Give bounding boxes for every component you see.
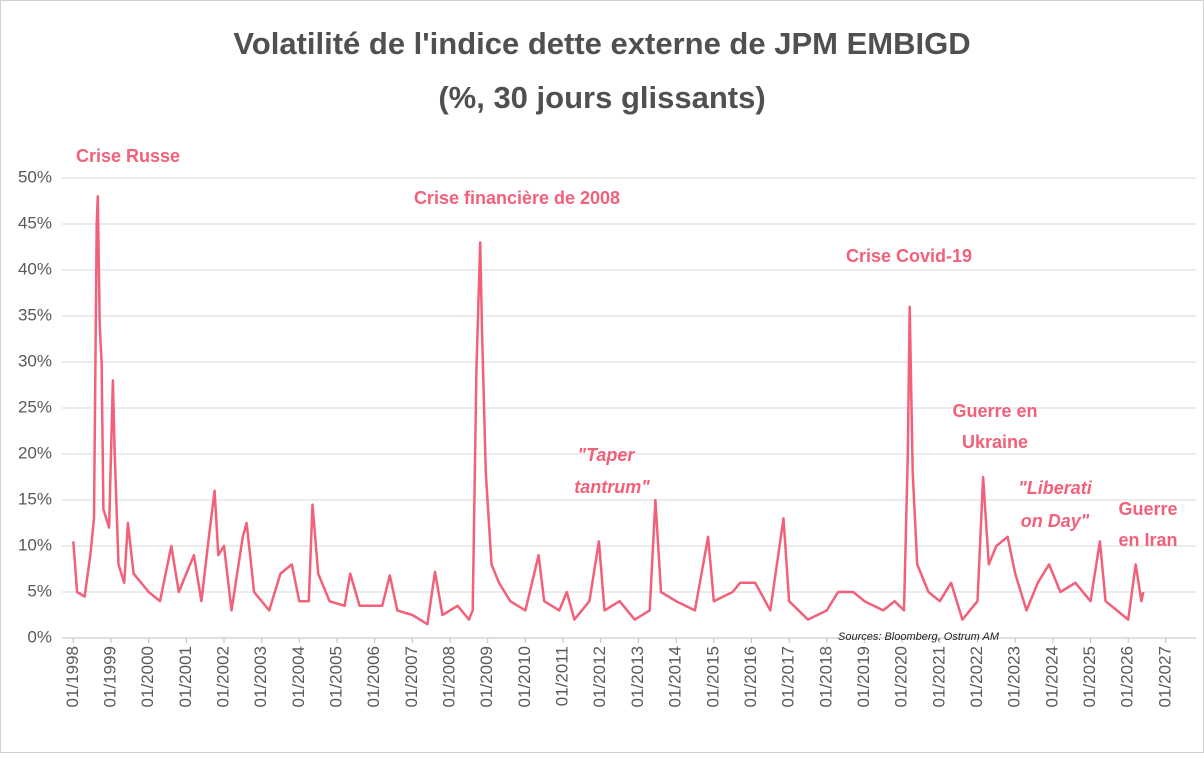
annotation: Crise financière de 2008 [414, 188, 620, 208]
annotation: en Iran [1118, 530, 1177, 550]
x-tick-label: 01/2010 [515, 646, 534, 707]
x-tick-label: 01/2024 [1042, 646, 1061, 707]
annotation: on Day" [1021, 511, 1090, 531]
annotation: Guerre [1118, 499, 1177, 519]
y-tick-label: 15% [18, 489, 52, 508]
x-tick-label: 01/2001 [176, 646, 195, 707]
source-note: Sources: Bloomberg, Ostrum AM [838, 631, 1000, 643]
x-tick-label: 01/2004 [289, 646, 308, 707]
x-tick-label: 01/1998 [63, 646, 82, 707]
annotation: "Liberati [1018, 478, 1093, 498]
x-tick-label: 01/2015 [703, 646, 722, 707]
x-tick-label: 01/2000 [138, 646, 157, 707]
x-tick-label: 01/2005 [327, 646, 346, 707]
x-tick-label: 01/2019 [854, 646, 873, 707]
x-tick-label: 01/2002 [213, 646, 232, 707]
chart-title: Volatilité de l'indice dette externe de … [233, 26, 970, 61]
x-tick-label: 01/2021 [929, 646, 948, 707]
x-tick-label: 01/2014 [666, 646, 685, 707]
y-tick-label: 5% [27, 581, 52, 600]
y-tick-label: 0% [27, 627, 52, 646]
y-tick-label: 30% [18, 351, 52, 370]
annotation: Crise Covid-19 [846, 246, 972, 266]
y-tick-label: 25% [18, 397, 52, 416]
y-tick-label: 20% [18, 443, 52, 462]
x-tick-label: 01/2025 [1080, 646, 1099, 707]
y-tick-label: 35% [18, 305, 52, 324]
plot-area: 0% 5% 10% 15% 20% 25% 30% 35% 40% 45% 50% 01/1998 01… [18, 146, 1196, 707]
annotation: "Taper [578, 445, 636, 465]
x-tick-label: 01/2018 [816, 646, 835, 707]
x-tick-label: 01/2012 [590, 646, 609, 707]
y-tick-label: 10% [18, 535, 52, 554]
annotation: Ukraine [962, 432, 1028, 452]
x-tick-label: 01/2003 [251, 646, 270, 707]
x-tick-label: 01/2016 [741, 646, 760, 707]
annotation: Guerre en [952, 401, 1037, 421]
x-tick-label: 01/2022 [967, 646, 986, 707]
x-tick-label: 01/2027 [1155, 646, 1174, 707]
y-tick-label: 50% [18, 167, 52, 186]
chart-subtitle: (%, 30 jours glissants) [438, 80, 765, 115]
x-tick-label: 01/2017 [779, 646, 798, 707]
x-tick-label: 01/2026 [1118, 646, 1137, 707]
annotation: Crise Russe [76, 146, 180, 166]
x-tick-label: 01/2008 [440, 646, 459, 707]
x-tick-label: 01/2020 [892, 646, 911, 707]
x-tick-label: 01/2011 [553, 646, 572, 706]
annotation: tantrum" [574, 477, 650, 497]
x-tick-label: 01/2006 [364, 646, 383, 707]
y-tick-label: 40% [18, 259, 52, 278]
x-tick-label: 01/1999 [100, 646, 119, 707]
x-tick-label: 01/2009 [477, 646, 496, 707]
x-tick-label: 01/2013 [628, 646, 647, 707]
x-tick-label: 01/2023 [1005, 646, 1024, 707]
x-tick-label: 01/2007 [402, 646, 421, 707]
y-tick-label: 45% [18, 213, 52, 232]
line-series [72, 195, 1145, 626]
